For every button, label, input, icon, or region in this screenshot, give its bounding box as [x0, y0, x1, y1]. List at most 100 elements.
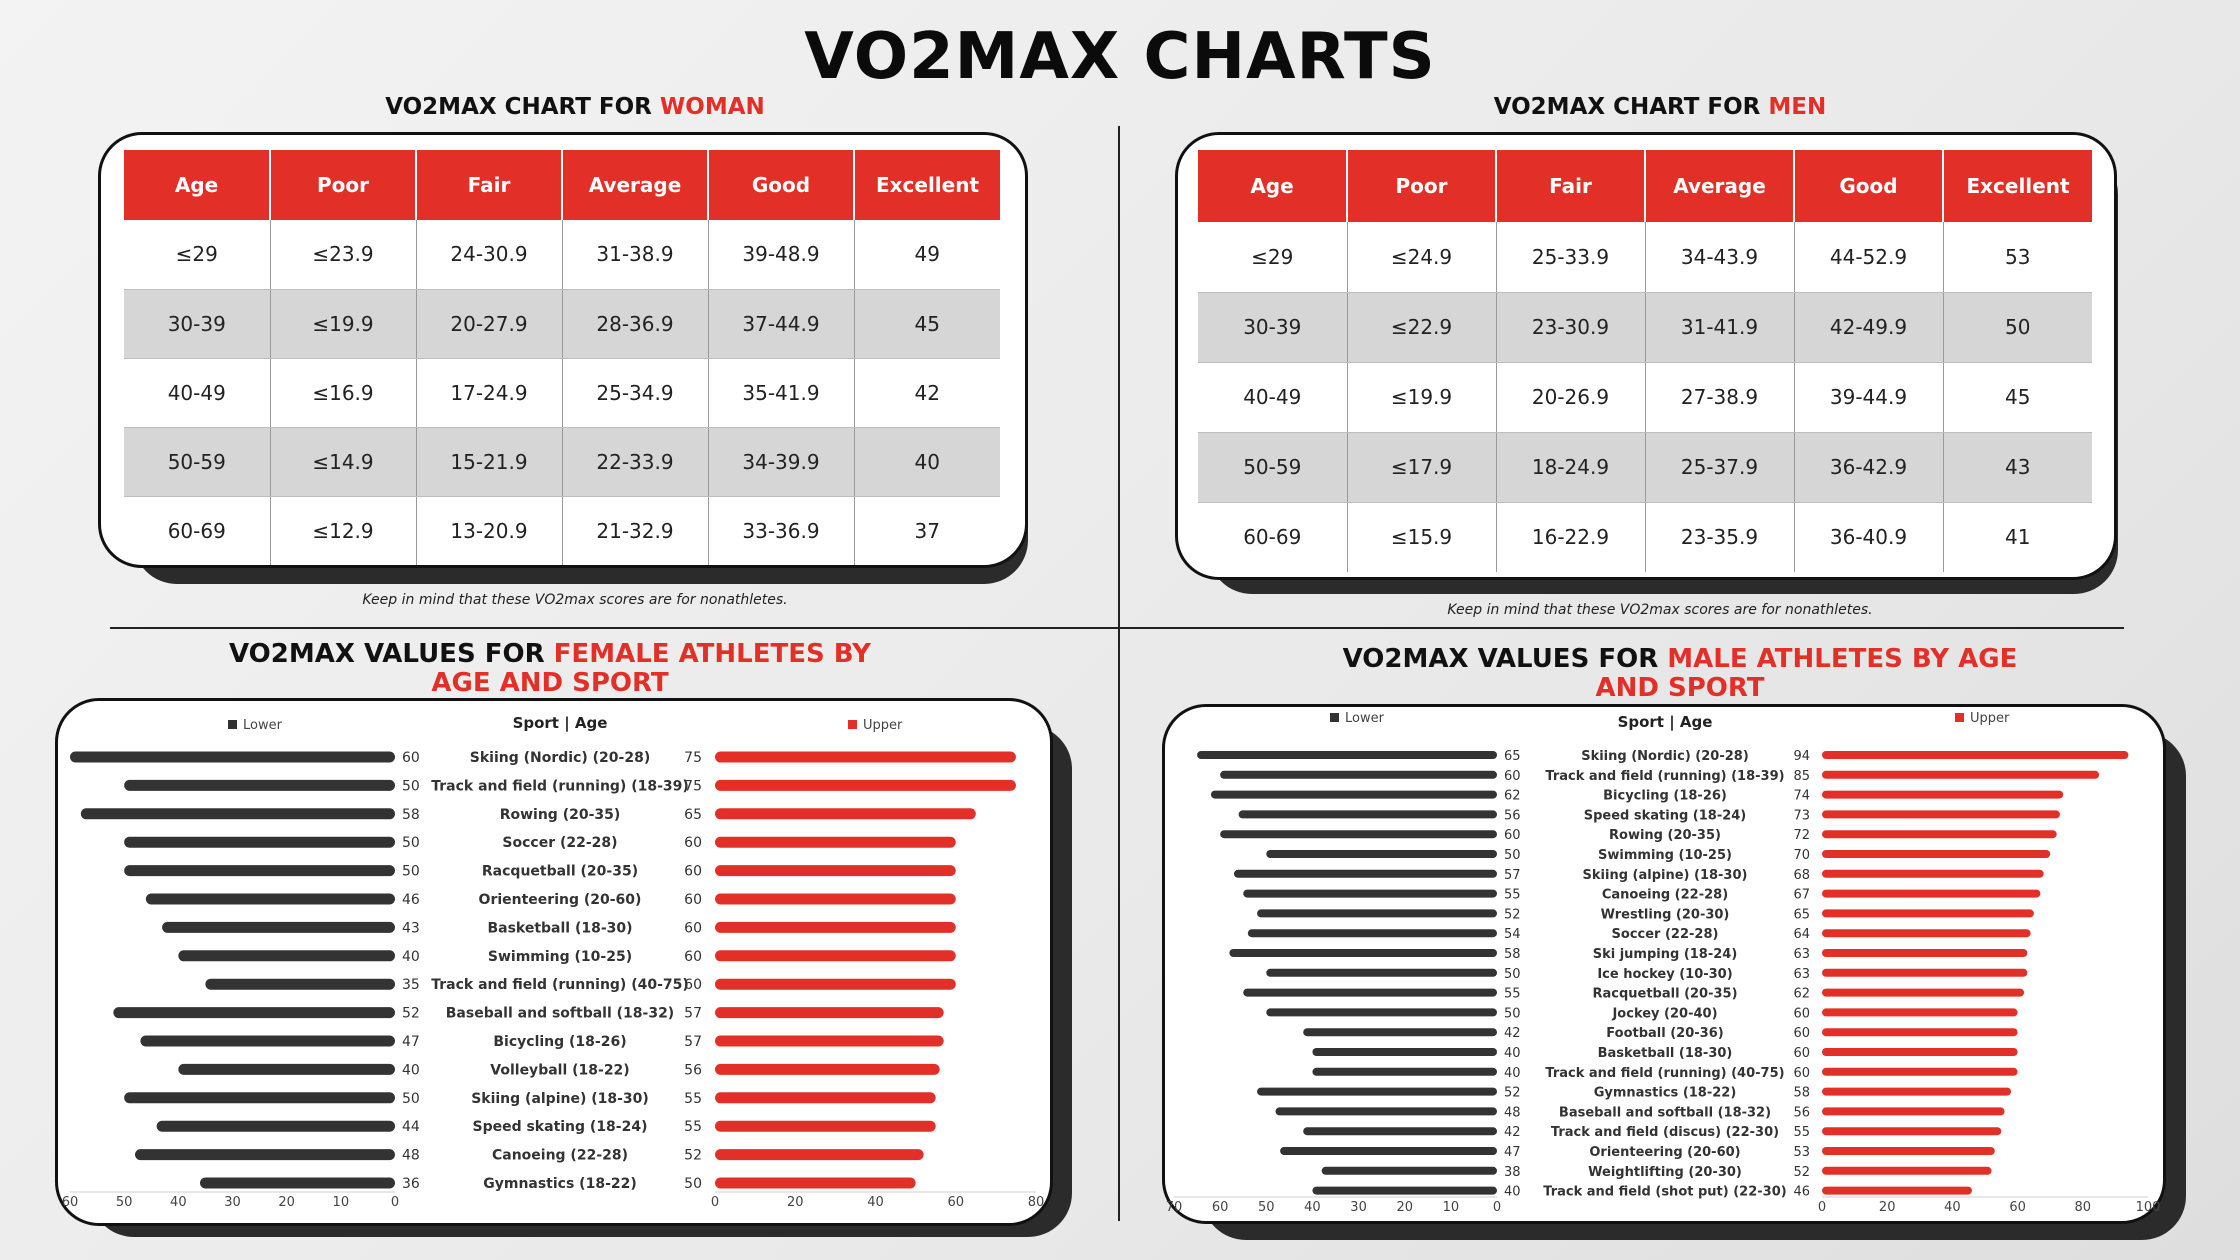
- table-row: 50-59 ≤14.9 15-21.9 22-33.9 34-39.9 40: [124, 427, 1000, 497]
- male-value-lower: 62: [1504, 789, 1521, 804]
- table-cell: ≤19.9: [270, 289, 417, 359]
- male-bar-lower: [1303, 1127, 1497, 1136]
- table-row: 30-39 ≤19.9 20-27.9 28-36.9 37-44.9 45: [124, 289, 1000, 359]
- table-cell: ≤12.9: [270, 496, 417, 565]
- table-row: 30-39 ≤22.9 23-30.9 31-41.9 42-49.9 50: [1198, 292, 2092, 363]
- male-value-upper: 55: [1793, 1125, 1810, 1140]
- male-upper-axis-tick: 0: [1818, 1200, 1826, 1215]
- female-bar-lower: [135, 1149, 395, 1161]
- male-value-lower: 60: [1504, 769, 1521, 784]
- female-lower-axis-tick: 10: [333, 1195, 350, 1210]
- male-category-label: Basketball (18-30): [1598, 1046, 1733, 1061]
- female-category-label: Skiing (alpine) (18-30): [471, 1091, 649, 1107]
- male-bar-lower: [1247, 929, 1497, 938]
- female-value-lower: 40: [402, 1062, 420, 1078]
- female-category-label: Track and field (running) (18-39): [431, 778, 689, 794]
- table-cell: 40-49: [1198, 362, 1348, 433]
- male-value-upper: 63: [1793, 947, 1810, 962]
- table-cell: ≤14.9: [270, 427, 417, 497]
- table-cell: 50-59: [1198, 432, 1348, 503]
- male-category-label: Track and field (discus) (22-30): [1551, 1125, 1779, 1140]
- table-cell: 37: [914, 518, 940, 543]
- female-value-lower: 36: [402, 1176, 420, 1192]
- female-upper-axis-tick: 20: [787, 1195, 804, 1210]
- male-value-upper: 68: [1793, 868, 1810, 883]
- women-table-title-highlight: WOMAN: [659, 94, 765, 120]
- female-lower-axis-tick: 20: [278, 1195, 295, 1210]
- female-bar-upper: [715, 1063, 940, 1075]
- female-value-upper: 55: [684, 1091, 702, 1107]
- female-value-lower: 40: [402, 949, 420, 965]
- male-bar-upper: [1822, 810, 2060, 819]
- male-category-label: Skiing (alpine) (18-30): [1583, 868, 1748, 883]
- header-age: Age: [1198, 150, 1348, 222]
- table-cell: 24-30.9: [416, 220, 563, 290]
- male-bar-upper: [1822, 1048, 2018, 1056]
- table-cell: ≤29: [124, 220, 271, 290]
- female-bar-upper: [715, 978, 956, 990]
- female-value-lower: 43: [402, 920, 420, 936]
- table-cell: 33-36.9: [708, 496, 855, 565]
- female-bar-upper: [715, 1149, 924, 1161]
- female-bar-upper: [715, 1007, 944, 1019]
- male-legend-upper-swatch: [1955, 713, 1964, 722]
- women-table-title: VO2MAX CHART FOR WOMAN: [100, 94, 1050, 120]
- male-bar-upper: [1822, 1028, 2018, 1037]
- table-cell: 40-49: [124, 358, 271, 428]
- female-bar-lower: [113, 1007, 395, 1019]
- female-bar-lower: [80, 808, 395, 820]
- table-cell: 25-37.9: [1645, 432, 1795, 503]
- male-category-label: Skiing (Nordic) (20-28): [1581, 749, 1749, 764]
- header-poor: Poor: [270, 150, 417, 220]
- male-upper-axis-tick: 20: [1879, 1200, 1896, 1215]
- male-value-upper: 53: [1793, 1145, 1810, 1160]
- female-value-lower: 48: [402, 1148, 420, 1164]
- female-value-upper: 75: [684, 750, 702, 766]
- male-bar-upper: [1822, 909, 2034, 918]
- male-category-label: Baseball and softball (18-32): [1559, 1105, 1771, 1120]
- male-value-lower: 52: [1504, 1086, 1521, 1101]
- male-bar-upper: [1822, 830, 2057, 839]
- female-value-upper: 65: [684, 807, 702, 823]
- table-cell: ≤22.9: [1347, 292, 1497, 363]
- female-legend-lower-label: Lower: [243, 718, 283, 733]
- male-upper-axis-tick: 60: [2009, 1200, 2026, 1215]
- female-value-upper: 60: [684, 977, 702, 993]
- female-lower-axis-tick: 30: [224, 1195, 241, 1210]
- women-table-note: Keep in mind that these VO2max scores ar…: [362, 592, 788, 608]
- table-header-row: Age Poor Fair Average Good Excellent: [1198, 150, 2092, 222]
- female-value-lower: 47: [402, 1034, 420, 1050]
- female-bar-lower: [124, 1092, 396, 1104]
- female-value-lower: 50: [402, 778, 420, 794]
- female-category-header: Sport | Age: [513, 714, 608, 733]
- female-value-upper: 60: [684, 920, 702, 936]
- female-title-highlight-2: AGE AND SPORT: [431, 668, 669, 698]
- male-category-label: Canoeing (22-28): [1602, 888, 1728, 903]
- male-bar-upper: [1822, 949, 2028, 957]
- female-value-lower: 50: [402, 1091, 420, 1107]
- female-value-lower: 50: [402, 835, 420, 851]
- female-legend-upper-swatch: [848, 720, 857, 729]
- horizontal-divider-left: [110, 627, 1118, 629]
- table-cell: 36-42.9: [1794, 432, 1944, 503]
- table-cell: 16-22.9: [1496, 502, 1646, 572]
- female-value-lower: 60: [402, 750, 420, 766]
- female-category-label: Volleyball (18-22): [490, 1062, 629, 1078]
- table-cell: 41: [2005, 525, 2031, 550]
- table-cell: 42: [854, 358, 1000, 428]
- male-value-upper: 72: [1793, 828, 1810, 843]
- table-cell: 22-33.9: [562, 427, 709, 497]
- male-bar-lower: [1210, 790, 1497, 799]
- table-cell: 35-41.9: [708, 358, 855, 428]
- table-cell: 50-59: [124, 427, 271, 497]
- male-bar-upper: [1822, 869, 2044, 878]
- female-upper-axis-tick: 80: [1028, 1195, 1045, 1210]
- male-legend-upper-label: Upper: [1970, 711, 2010, 726]
- female-value-upper: 57: [684, 1006, 702, 1022]
- table-cell: 27-38.9: [1645, 362, 1795, 433]
- table-cell: 25-33.9: [1496, 222, 1646, 293]
- male-value-upper: 60: [1793, 1006, 1810, 1021]
- table-cell: 39-44.9: [1794, 362, 1944, 433]
- table-cell: 31-38.9: [562, 220, 709, 290]
- female-lower-axis-tick: 50: [116, 1195, 133, 1210]
